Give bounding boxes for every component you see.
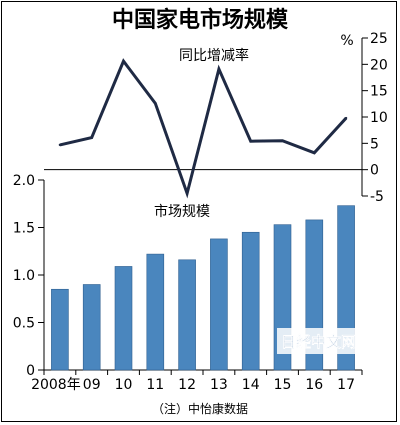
- growth-rate-panel: -5 0 5 10 15 20 25: [44, 31, 388, 205]
- x-tick-label: 10: [115, 377, 133, 393]
- growth-rate-point: [154, 102, 157, 105]
- growth-rate-point: [344, 116, 348, 120]
- growth-rate-point: [58, 143, 62, 147]
- watermark-background: [277, 328, 363, 354]
- x-tick-label: 14: [242, 377, 260, 393]
- growth-rate-tick-label: 15: [370, 84, 388, 100]
- growth-rate-tick-label: 25: [370, 31, 388, 47]
- growth-rate-tick-label: -5: [370, 189, 384, 205]
- percent-unit-label: %: [340, 33, 353, 49]
- growth-rate-line: [59, 58, 348, 199]
- growth-rate-point: [90, 136, 93, 139]
- growth-rate-tick-label: 20: [370, 57, 388, 73]
- growth-rate-label: 同比增减率: [179, 47, 249, 64]
- x-tick-label: 17: [337, 377, 355, 393]
- market-size-tick-label: 1.0: [13, 268, 35, 284]
- market-size-bar: [82, 284, 101, 371]
- market-size-bar: [241, 231, 260, 371]
- x-tick-label: 16: [305, 377, 323, 393]
- growth-rate-tick-label: 10: [370, 110, 388, 126]
- market-size-label: 市场规模: [154, 203, 210, 220]
- source-note: （注）中怡康数据: [152, 401, 248, 416]
- growth-rate-tick-label: 0: [370, 163, 379, 179]
- growth-rate-point: [217, 67, 221, 71]
- market-size-tick-label: 2.0: [13, 173, 35, 189]
- market-size-bar: [210, 238, 228, 371]
- x-tick-label: 2008年: [31, 377, 81, 393]
- market-size-bar: [114, 266, 133, 371]
- market-size-tick-label: 0.5: [13, 316, 35, 332]
- market-size-tick-label: 1.5: [13, 221, 35, 237]
- market-size-bar: [146, 253, 165, 371]
- watermark-text: 日经中文网: [281, 333, 356, 351]
- growth-rate-point: [249, 140, 252, 143]
- growth-rate-point: [281, 139, 284, 142]
- x-tick-label: 09: [83, 377, 101, 393]
- growth-rate-point: [122, 59, 125, 63]
- x-tick-label: 13: [210, 377, 228, 393]
- nikkei-watermark: 日经中文网: [277, 328, 363, 354]
- x-tick-label: 15: [274, 377, 292, 393]
- growth-rate-point: [313, 151, 316, 155]
- market-size-bar: [51, 288, 69, 371]
- x-tick-label: 11: [146, 377, 164, 393]
- market-size-bar: [178, 259, 196, 371]
- x-tick-label: 12: [178, 377, 196, 393]
- chart-title: 中国家电市场规模: [112, 7, 289, 33]
- growth-rate-tick-label: 5: [370, 136, 379, 152]
- growth-rate-point: [185, 192, 189, 195]
- market-size-tick-label: 0: [26, 363, 35, 379]
